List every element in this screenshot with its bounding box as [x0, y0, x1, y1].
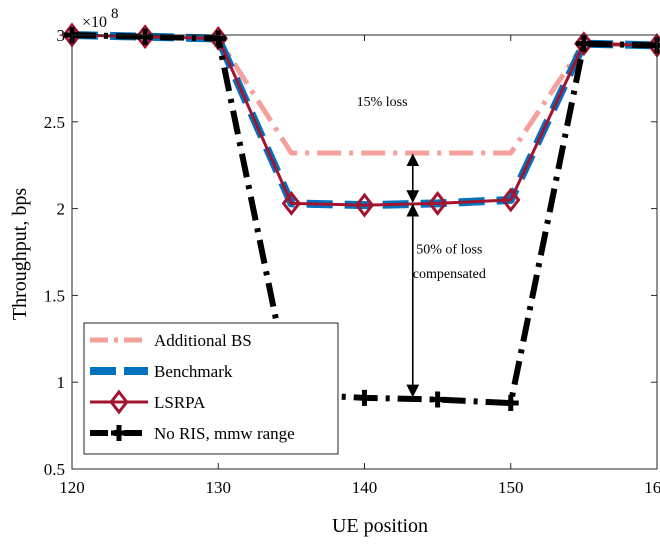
y-tick-label: 1: [57, 373, 66, 392]
annotation-text: 50% of loss: [416, 243, 482, 258]
data-point-diamond: [501, 187, 521, 213]
data-point-plus: [575, 35, 592, 52]
legend-entries: Additional BS Benchmark LSRPA No RIS, mmw r…: [90, 331, 295, 443]
series-layer: [62, 22, 660, 412]
y-axis-multiplier: ×10 8: [82, 6, 119, 31]
x-tick-label: 120: [59, 478, 85, 497]
annotations-layer: 15% loss 50% of loss compensated: [357, 95, 486, 398]
y-tick-label: 3: [57, 26, 66, 45]
series-no-ris-mmw-range: [64, 27, 660, 412]
y-axis-multiplier-exponent: 8: [111, 6, 119, 22]
data-point-plus: [356, 389, 373, 406]
x-tick-label: 150: [498, 478, 524, 497]
data-point-diamond: [427, 190, 448, 216]
x-tick-label: 160: [644, 478, 660, 497]
x-axis-label: UE position: [332, 515, 428, 537]
y-tick-label: 1.5: [44, 286, 65, 305]
legend-label: Additional BS: [154, 331, 252, 350]
legend-label: LSRPA: [154, 393, 206, 412]
data-point-plus: [210, 30, 227, 47]
y-tick-label: 0.5: [44, 460, 65, 479]
plot-frame: [71, 34, 658, 470]
annotation-text: 15% loss: [357, 95, 408, 110]
legend-item: No RIS, mmw range: [90, 424, 295, 443]
legend-marker-plus: [111, 425, 127, 441]
y-axis-label: Throughput, bps: [9, 188, 31, 320]
legend-label: No RIS, mmw range: [154, 424, 295, 443]
data-point-plus: [429, 391, 446, 408]
legend-label: Benchmark: [154, 362, 233, 381]
y-tick-label: 2.5: [44, 113, 65, 132]
data-point-diamond: [574, 31, 594, 57]
y-tick-label: 2: [57, 200, 66, 219]
x-tick-label: 130: [206, 478, 232, 497]
data-point-diamond: [354, 192, 375, 218]
data-point-plus: [137, 28, 154, 45]
legend-item: LSRPA: [90, 389, 206, 415]
legend-marker-diamond: [109, 389, 129, 415]
data-point-diamond: [281, 190, 302, 216]
y-axis-multiplier-base: ×10: [82, 14, 107, 31]
annotation-text: compensated: [413, 267, 486, 282]
legend-item: Benchmark: [90, 362, 233, 381]
legend-item: Additional BS: [90, 331, 252, 350]
data-point-diamond: [135, 24, 155, 50]
x-tick-label: 140: [352, 478, 378, 497]
legend: Additional BS Benchmark LSRPA No RIS, mmw r…: [83, 322, 339, 455]
data-point-plus: [502, 395, 519, 412]
